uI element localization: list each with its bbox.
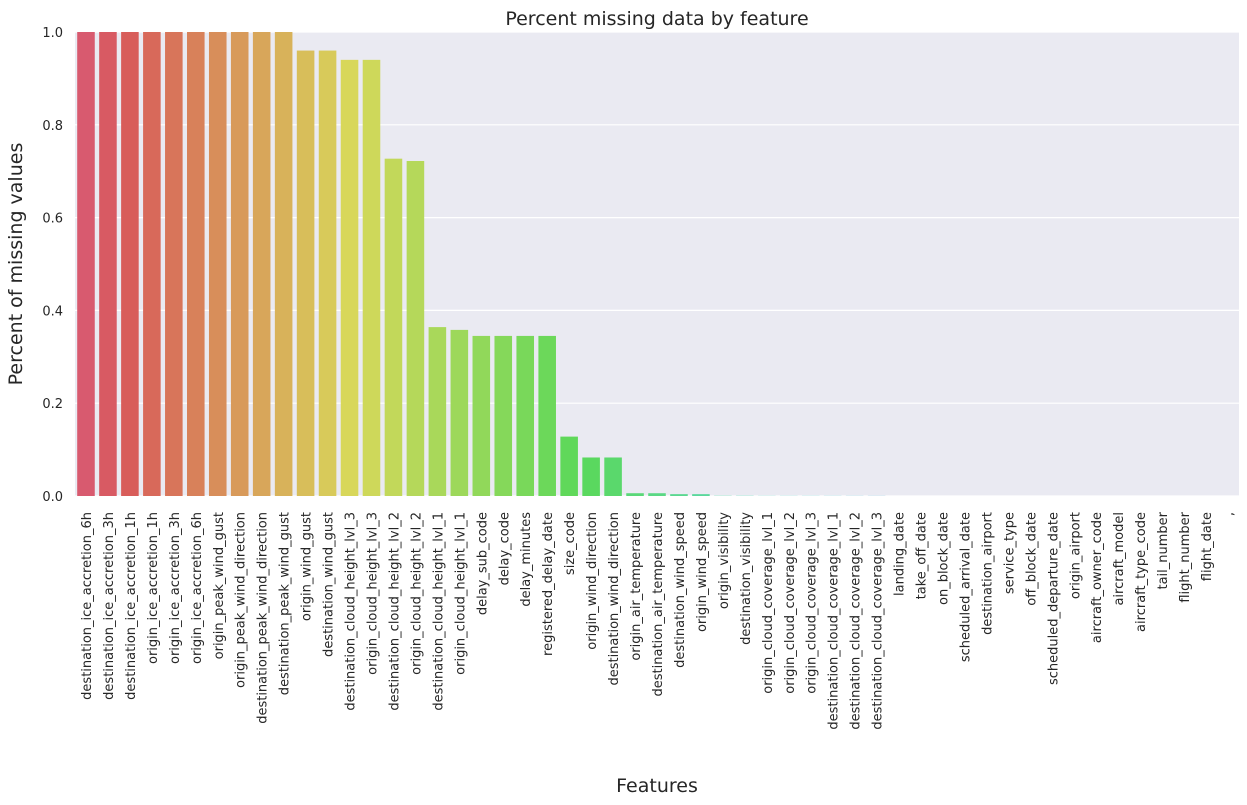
x-tick-label: destination_cloud_coverage_lvl_3: [871, 512, 886, 730]
x-tick-label: destination_peak_wind_direction: [256, 512, 271, 724]
x-tick-label: origin_cloud_coverage_lvl_2: [783, 512, 798, 694]
y-tick-label: 0.2: [42, 397, 63, 412]
x-tick-label: origin_ice_accretion_1h: [146, 512, 161, 664]
x-tick-label: origin_visibility: [717, 512, 732, 609]
x-tick-label: tail_number: [1156, 511, 1171, 589]
x-tick-label: destination_visibility: [739, 512, 754, 645]
x-tick-label: destination_cloud_coverage_lvl_2: [849, 512, 864, 730]
x-tick-label: destination_airport: [980, 512, 995, 635]
x-tick-label: size_code: [563, 512, 578, 575]
x-tick-label: destination_wind_gust: [322, 512, 337, 657]
x-tick-label: take_off_date: [915, 512, 930, 599]
bar-7: [230, 32, 249, 496]
x-tick-label: flight_number: [1178, 511, 1193, 602]
bar-18: [472, 335, 491, 496]
x-tick-label: origin_ice_accretion_6h: [190, 512, 205, 664]
x-tick-label: destination_ice_accretion_1h: [124, 512, 139, 700]
x-tick-label: origin_wind_direction: [585, 512, 600, 650]
plot-background: [75, 32, 1239, 496]
x-tick-label: destination_ice_accretion_6h: [80, 512, 95, 700]
bar-21: [538, 335, 556, 496]
x-tick-label: ,: [1222, 512, 1237, 516]
x-axis-label: Features: [616, 775, 698, 797]
x-tick-label: destination_air_temperature: [651, 512, 666, 696]
y-axis-ticks: 0.0 0.2 0.4 0.6 0.8 1.0: [42, 26, 63, 505]
x-tick-label: registered_delay_date: [541, 512, 556, 656]
bar-20: [516, 335, 535, 496]
bar-19: [494, 335, 513, 496]
bar-13: [362, 59, 381, 497]
x-tick-label: aircraft_model: [1112, 512, 1127, 606]
bar-0: [77, 32, 95, 496]
x-tick-label: on_block_date: [937, 512, 952, 605]
x-tick-label: destination_wind_direction: [607, 512, 622, 686]
bar-22: [560, 436, 578, 496]
y-axis-label: Percent of missing values: [5, 143, 27, 386]
bar-23: [582, 457, 600, 496]
bar-28: [692, 494, 710, 496]
chart-title: Percent missing data by feature: [505, 8, 808, 30]
x-tick-label: landing_date: [893, 512, 908, 596]
bar-15: [406, 160, 425, 496]
x-tick-label: origin_wind_gust: [300, 512, 315, 621]
x-tick-label: origin_cloud_coverage_lvl_1: [761, 512, 776, 694]
x-tick-label: origin_cloud_height_lvl_1: [453, 512, 468, 675]
bar-12: [340, 59, 359, 497]
bar-5: [187, 32, 205, 496]
bar-24: [604, 457, 622, 496]
x-tick-label: origin_peak_wind_gust: [212, 512, 227, 659]
bar-2: [121, 32, 139, 496]
bar-16: [428, 327, 447, 496]
y-tick-label: 0.8: [42, 119, 63, 134]
bar-4: [165, 32, 183, 496]
bar-14: [384, 158, 403, 496]
x-tick-label: scheduled_arrival_date: [958, 512, 973, 662]
x-tick-label: service_type: [1002, 512, 1017, 594]
x-tick-label: destination_cloud_coverage_lvl_1: [827, 512, 842, 730]
x-tick-label: destination_cloud_height_lvl_2: [387, 512, 402, 711]
bar-3: [143, 32, 161, 496]
bar-9: [274, 32, 293, 496]
x-tick-label: origin_wind_speed: [695, 512, 710, 632]
x-tick-label: origin_cloud_coverage_lvl_3: [805, 512, 820, 694]
x-tick-label: destination_peak_wind_gust: [278, 512, 293, 695]
x-tick-label: origin_cloud_height_lvl_3: [365, 512, 380, 675]
y-tick-label: 0.6: [42, 212, 63, 227]
bar-25: [626, 493, 644, 496]
x-tick-label: destination_ice_accretion_3h: [102, 512, 117, 700]
bar-8: [252, 32, 271, 496]
x-tick-label: delay_code: [497, 512, 512, 585]
y-tick-label: 1.0: [42, 26, 63, 41]
x-tick-label: origin_ice_accretion_3h: [168, 512, 183, 664]
bar-26: [648, 493, 666, 496]
x-tick-label: aircraft_owner_code: [1090, 512, 1105, 643]
x-axis-ticks: destination_ice_accretion_6h destination_…: [80, 511, 1237, 729]
x-tick-label: origin_cloud_height_lvl_2: [409, 512, 424, 675]
x-tick-label: origin_airport: [1068, 512, 1083, 599]
x-tick-label: scheduled_departure_date: [1046, 512, 1061, 685]
x-tick-label: aircraft_type_code: [1134, 512, 1149, 632]
x-tick-label: origin_peak_wind_direction: [234, 512, 249, 688]
x-tick-label: origin_air_temperature: [629, 512, 644, 661]
x-tick-label: destination_cloud_height_lvl_3: [344, 512, 359, 711]
bar-17: [450, 329, 469, 496]
y-tick-label: 0.0: [42, 490, 63, 505]
bar-6: [208, 32, 227, 496]
bar-11: [318, 50, 337, 497]
x-tick-label: off_block_date: [1024, 512, 1039, 606]
x-tick-label: delay_sub_code: [475, 512, 490, 615]
x-tick-label: flight_date: [1200, 512, 1215, 581]
x-tick-label: destination_cloud_height_lvl_1: [431, 512, 446, 711]
x-tick-label: delay_minutes: [519, 512, 534, 607]
bars-group: [77, 32, 886, 497]
y-tick-label: 0.4: [42, 304, 63, 319]
bar-27: [670, 494, 688, 496]
x-tick-label: destination_wind_speed: [673, 512, 688, 668]
bar-10: [296, 50, 315, 497]
bar-1: [99, 32, 117, 496]
